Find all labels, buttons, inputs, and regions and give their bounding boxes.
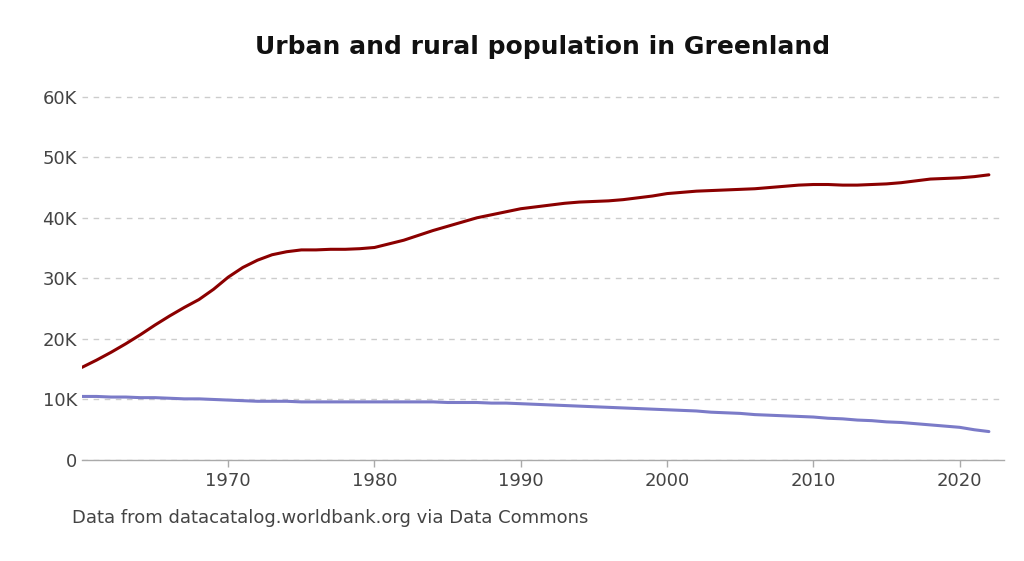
Title: Urban and rural population in Greenland: Urban and rural population in Greenland [255, 35, 830, 58]
Text: Data from datacatalog.worldbank.org via Data Commons: Data from datacatalog.worldbank.org via … [72, 509, 588, 527]
